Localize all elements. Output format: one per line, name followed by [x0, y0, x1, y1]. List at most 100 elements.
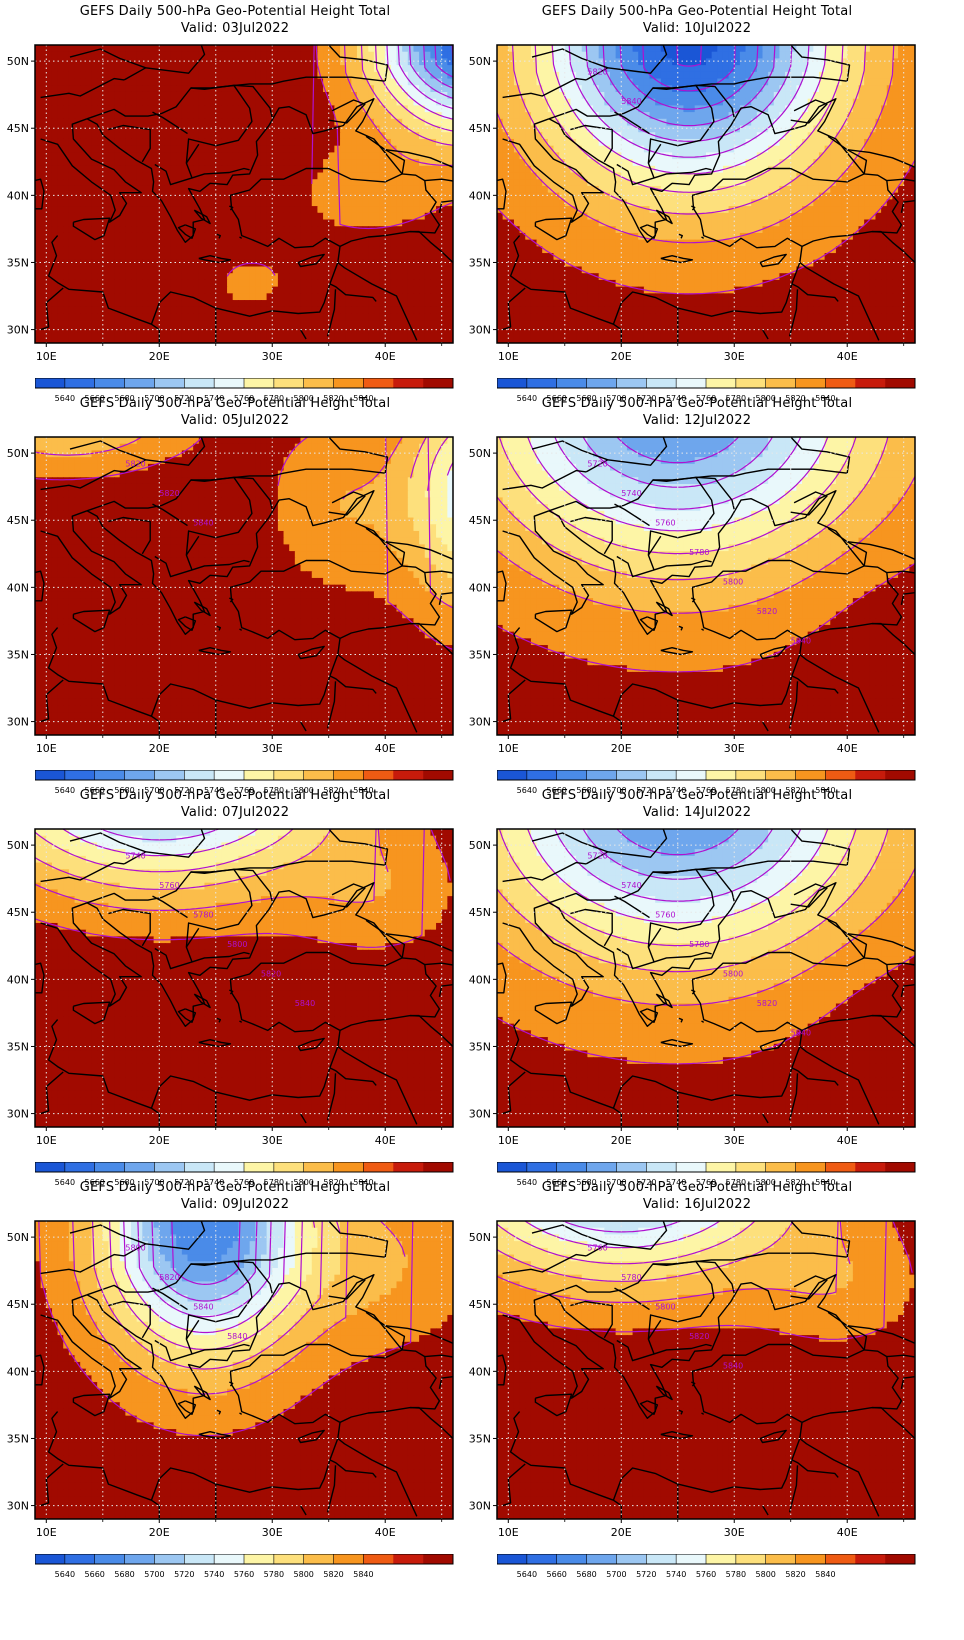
lat-tick-label: 50N [7, 447, 29, 460]
contour-label: 5820 [689, 1332, 709, 1341]
lat-tick-label: 30N [7, 1108, 29, 1121]
contour-5820 [497, 1221, 851, 1304]
map-frame [496, 828, 916, 1128]
contour-5840 [35, 437, 204, 481]
panel-title: GEFS Daily 500-hPa Geo-Potential Height … [462, 396, 932, 412]
colorbar-swatch [94, 1162, 125, 1172]
lat-tick-label: 35N [469, 648, 491, 661]
colorbar-swatch [825, 378, 856, 388]
colorbar-swatch [154, 378, 185, 388]
colorbar-label: 5700 [144, 786, 164, 795]
colorbar-label: 5740 [204, 394, 224, 403]
colorbar-swatch [526, 378, 558, 388]
colorbar-swatch [885, 1554, 916, 1564]
colorbar-swatch [393, 378, 424, 388]
contour-label: 5720 [587, 852, 607, 861]
colorbar-label: 5840 [353, 786, 373, 795]
colorbar-label: 5800 [294, 1570, 314, 1579]
contour-5800 [91, 1221, 341, 1370]
contour-label: 5780 [689, 940, 709, 949]
colorbar-swatch [303, 378, 334, 388]
contour-5780 [497, 1221, 756, 1265]
colorbar-swatch [393, 770, 424, 780]
colorbar-label: 5640 [517, 1570, 537, 1579]
lon-tick-label: 20E [149, 1134, 170, 1147]
colorbar: 5640 5660 5680 5700 5720 5740 5760 5780 5800 5820… [35, 378, 454, 403]
colorbar-swatch [184, 378, 215, 388]
colorbar-label: 5660 [85, 1178, 105, 1187]
colorbar-swatch [616, 378, 647, 388]
contour-label: 5840 [193, 519, 213, 528]
colorbar-label: 5780 [264, 394, 284, 403]
colorbar-label: 5740 [204, 786, 224, 795]
lat-tick-label: 50N [7, 839, 29, 852]
colorbar-label: 5660 [85, 786, 105, 795]
colorbar-label: 5840 [815, 786, 835, 795]
colorbar-label: 5740 [666, 786, 686, 795]
colorbar: 5640 5660 5680 5700 5720 5740 5760 5780 5800 5820… [497, 1554, 916, 1579]
shaded-height-field [35, 1221, 453, 1519]
colorbar-swatch [706, 378, 737, 388]
panel-valid-date: Valid: 10Jul2022 [462, 21, 932, 37]
colorbar-label: 5780 [726, 1570, 746, 1579]
colorbar-swatch [423, 378, 454, 388]
shaded-height-field [497, 829, 915, 1127]
contour-5680 [619, 45, 759, 110]
colorbar-swatch [706, 770, 737, 780]
colorbar-label: 5780 [264, 1570, 284, 1579]
contour-5800 [410, 437, 428, 479]
colorbar-label: 5760 [696, 394, 716, 403]
coastlines [497, 437, 915, 735]
colorbar-swatch [154, 1162, 185, 1172]
colorbar-swatch [676, 1162, 707, 1172]
colorbar-label: 5640 [55, 786, 75, 795]
colorbar-swatch [556, 1554, 587, 1564]
colorbar-label: 5720 [174, 1570, 194, 1579]
colorbar-swatch [94, 770, 125, 780]
colorbar-label: 5820 [785, 786, 805, 795]
contour-lines [35, 829, 451, 948]
colorbar-label: 5680 [114, 1570, 134, 1579]
contour-label: 5840 [193, 1303, 213, 1312]
lon-tick-label: 30E [262, 1134, 283, 1147]
colorbar-swatch [735, 1162, 767, 1172]
colorbar-swatch [244, 1162, 275, 1172]
contour-5820 [35, 829, 389, 912]
contour-label: 5780 [193, 911, 213, 920]
contour-label: 5840 [227, 1332, 247, 1341]
graticule [497, 437, 915, 735]
lat-tick-label: 30N [469, 1108, 491, 1121]
map-frame [34, 828, 454, 1128]
lon-tick-label: 40E [375, 350, 396, 363]
colorbar-swatch [64, 1554, 96, 1564]
contour-label: 5840 [791, 1029, 811, 1038]
contour-5840 [38, 1221, 414, 1437]
lat-tick-label: 45N [7, 1298, 29, 1311]
colorbar-swatch [303, 770, 334, 780]
lon-tick-label: 20E [611, 742, 632, 755]
contour-label: 5740 [621, 881, 641, 890]
panel-valid-date: Valid: 14Jul2022 [462, 805, 932, 821]
colorbar-swatch [706, 1554, 737, 1564]
colorbar-swatch [124, 378, 155, 388]
colorbar-swatch [855, 1554, 886, 1564]
contour-5800 [360, 45, 453, 146]
colorbar-label: 5700 [144, 394, 164, 403]
contour-5720 [151, 1221, 258, 1302]
colorbar-swatch [273, 1554, 305, 1564]
contour-label: 5800 [655, 1303, 675, 1312]
lon-tick-label: 40E [837, 1134, 858, 1147]
contour-label: 5820 [159, 1273, 179, 1282]
colorbar-label: 5700 [606, 786, 626, 795]
panel-valid-date: Valid: 07Jul2022 [0, 805, 470, 821]
contour-5740 [99, 829, 221, 841]
colorbar-label: 5800 [294, 1178, 314, 1187]
colorbar-swatch [423, 770, 454, 780]
colorbar-label: 5760 [234, 786, 254, 795]
colorbar-swatch [497, 770, 528, 780]
panel-valid-date: Valid: 16Jul2022 [462, 1197, 932, 1213]
contour-5800 [35, 829, 332, 890]
colorbar-label: 5720 [636, 394, 656, 403]
colorbar-label: 5740 [666, 394, 686, 403]
panel-valid-date: Valid: 03Jul2022 [0, 21, 470, 37]
